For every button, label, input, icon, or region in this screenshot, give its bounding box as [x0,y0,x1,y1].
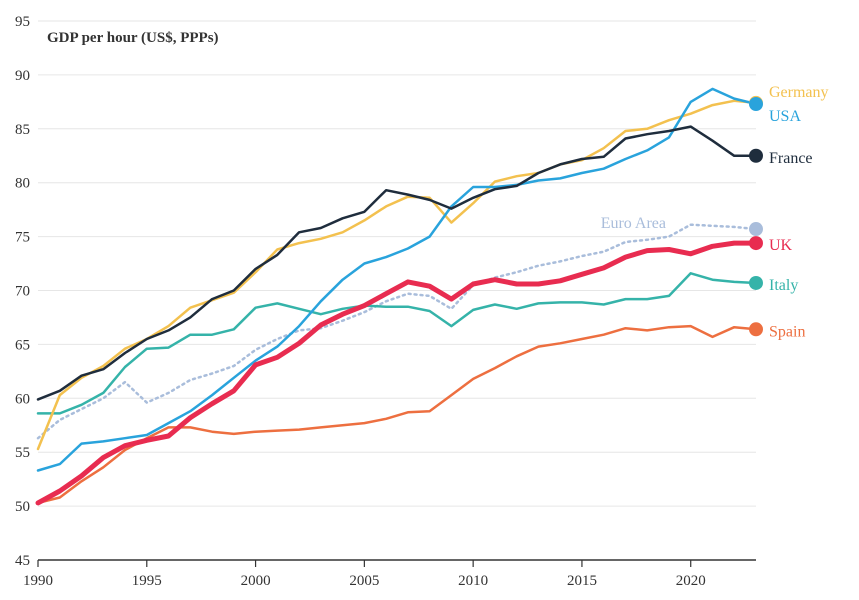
x-tick-label: 1990 [23,573,53,589]
x-tick-label: 2005 [349,573,379,589]
end-marker-uk [749,236,763,251]
series-line-euro-area [36,223,758,440]
y-tick-label: 55 [15,445,30,461]
y-tick-label: 90 [15,68,30,84]
series-label-euro-area: Euro Area [601,215,666,232]
x-tick-label: 1995 [132,573,162,589]
series-label-uk: UK [769,237,793,254]
y-tick-label: 45 [15,553,30,569]
series-label-france: France [769,150,813,167]
x-axis: 1990 1995 2000 2005 2010 2015 2020 [23,559,756,589]
series-line-france [36,125,758,401]
y-tick-label: 60 [15,391,30,407]
series-label-italy: Italy [769,277,798,294]
y-axis-ticks: 45 50 55 60 65 70 75 80 85 90 95 [15,14,30,569]
y-tick-label: 95 [15,14,30,30]
y-tick-label: 85 [15,122,30,138]
series-label-spain: Spain [769,323,805,340]
y-tick-label: 70 [15,284,30,300]
series-lines [35,87,759,506]
y-tick-label: 75 [15,230,30,246]
series-label-usa: USA [769,108,801,125]
chart-title: GDP per hour (US$, PPPs) [47,30,219,46]
series-line-spain [36,324,758,505]
end-marker-france [749,148,763,163]
series-line-italy [36,272,758,415]
x-tick-label: 2015 [567,573,597,589]
end-marker-spain [749,322,763,337]
y-tick-label: 80 [15,176,30,192]
series-end-markers: Germany USA France Euro Area UK Italy Spain [601,84,829,340]
series-line-uk [35,240,759,506]
x-tick-label: 2010 [458,573,488,589]
y-tick-label: 50 [15,499,30,515]
x-tick-label: 2000 [241,573,271,589]
x-tick-label: 2020 [676,573,706,589]
end-marker-usa [749,97,763,112]
end-marker-euro-area [749,222,763,237]
series-line-usa [36,87,758,472]
series-label-germany: Germany [769,84,829,101]
y-tick-label: 65 [15,337,30,353]
end-marker-italy [749,275,763,290]
series-line-germany [36,99,758,451]
